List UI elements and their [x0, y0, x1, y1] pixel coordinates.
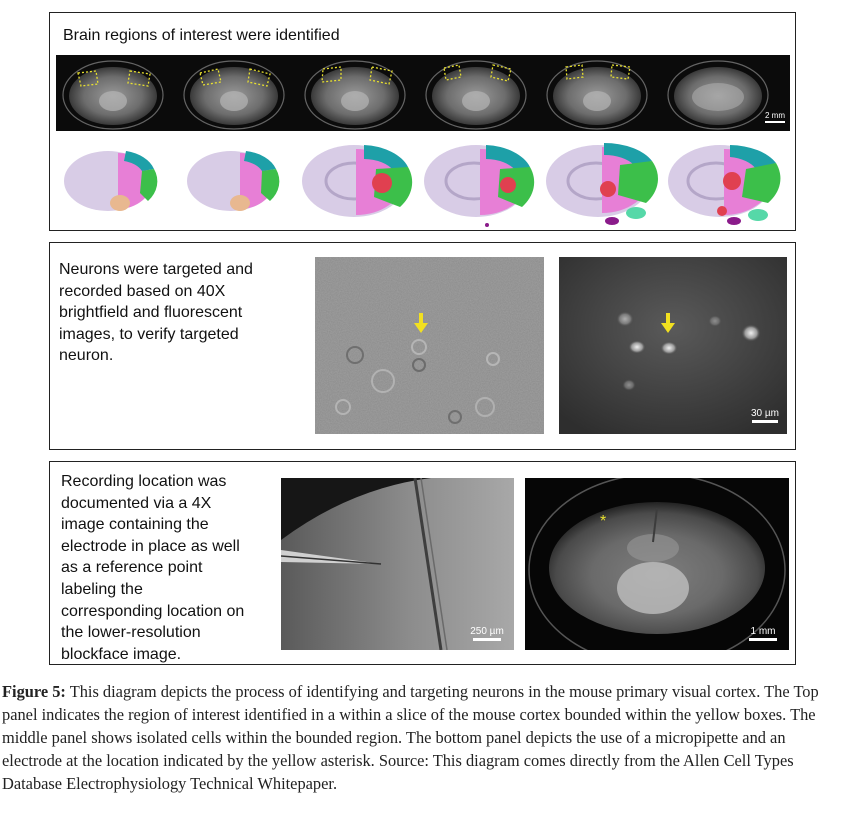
- blockface-slice-5: [546, 60, 648, 130]
- panel-bottom-text: Recording location was documented via a …: [61, 473, 245, 663]
- atlas-slice-3: [302, 145, 413, 217]
- scale-bar-2mm: 2 mm: [762, 111, 788, 123]
- blockface-slice-1: [62, 60, 164, 130]
- figure-caption: Figure 5: This diagram depicts the proce…: [2, 680, 845, 795]
- target-arrow-brightfield: [414, 313, 428, 333]
- atlas-slice-2: [187, 151, 280, 211]
- atlas-image-row: [56, 141, 790, 227]
- micropipette: [281, 550, 382, 565]
- scale-label: 2 mm: [765, 111, 785, 120]
- target-arrow-fluorescent: [661, 313, 675, 333]
- caption-text: This diagram depicts the process of iden…: [2, 682, 819, 793]
- fluorescent-40x-image: 30 µm: [559, 257, 787, 434]
- atlas-slice-5: [546, 142, 658, 225]
- reference-asterisk: *: [600, 513, 606, 530]
- atlas-slice-6: [668, 145, 781, 225]
- scale-label: 30 µm: [751, 408, 779, 419]
- scale-label: 250 µm: [470, 626, 504, 637]
- panel-brain-regions: Brain regions of interest were identifie…: [49, 12, 796, 231]
- scale-bar-30um: 30 µm: [747, 408, 783, 423]
- scale-label: 1 mm: [750, 626, 776, 637]
- electrode-4x-image: 250 µm: [281, 478, 514, 650]
- scale-bar-1mm: 1 mm: [743, 626, 783, 641]
- blockface-slice-4: [425, 60, 527, 130]
- panel-recording-location: Recording location was documented via a …: [49, 461, 796, 665]
- panel-middle-text: Neurons were targeted and recorded based…: [59, 261, 253, 365]
- panel-top-title: Brain regions of interest were identifie…: [63, 27, 340, 44]
- blockface-reference-image: * 1 mm: [525, 478, 789, 650]
- figure-label: Figure 5:: [2, 682, 66, 701]
- blockface-slice-3: [304, 60, 406, 130]
- blockface-slice-6: [667, 60, 769, 130]
- blockface-slice-2: [183, 60, 285, 130]
- brightfield-40x-image: [315, 257, 544, 434]
- atlas-slice-1: [64, 151, 158, 211]
- blockface-image-strip: 2 mm: [56, 55, 790, 131]
- atlas-slice-4: [424, 145, 535, 227]
- scale-bar-250um: 250 µm: [465, 626, 509, 641]
- panel-neuron-targeting: Neurons were targeted and recorded based…: [49, 242, 796, 450]
